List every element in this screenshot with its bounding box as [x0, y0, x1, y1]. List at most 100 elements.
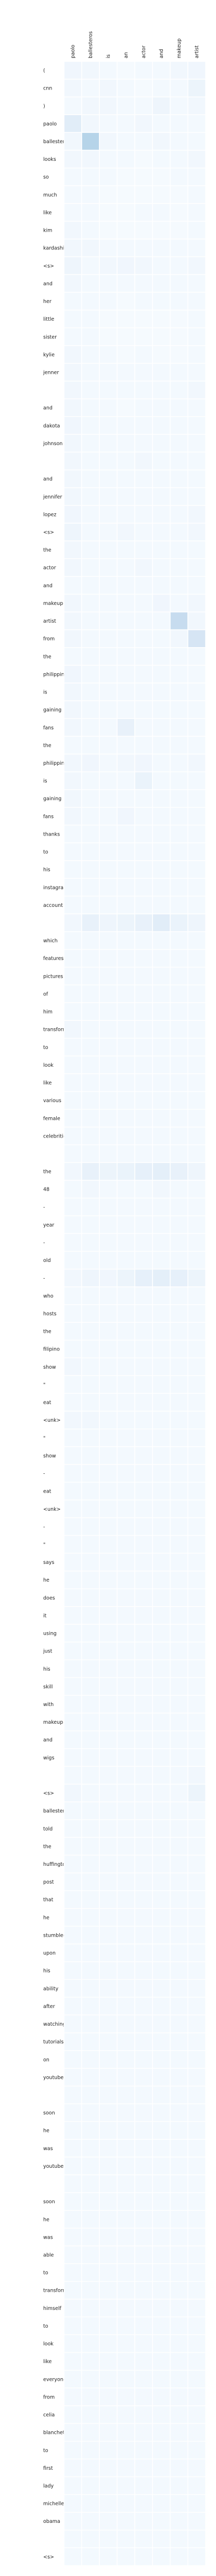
- heatmap-cell: [81, 1748, 100, 1767]
- heatmap-cell: [99, 327, 118, 346]
- heatmap-cell: [170, 1819, 188, 1838]
- y-tick-label: sister: [43, 334, 57, 340]
- y-tick-label: says: [43, 1560, 54, 1565]
- heatmap-cell: [152, 238, 171, 257]
- heatmap-cell: [117, 2316, 135, 2335]
- heatmap-cell: [63, 1233, 82, 1252]
- heatmap-cell: [170, 1127, 188, 1145]
- heatmap-cell: [187, 1943, 206, 1962]
- heatmap-cell: [99, 1552, 118, 1572]
- heatmap-cell: [63, 2511, 82, 2531]
- heatmap-cell: [152, 1162, 171, 1181]
- heatmap-cell: [63, 594, 82, 613]
- heatmap-cell: [81, 523, 100, 541]
- heatmap-cell: [81, 1606, 100, 1625]
- heatmap-cell: [117, 274, 135, 293]
- heatmap-cell: [170, 2121, 188, 2140]
- heatmap-cell: [63, 1766, 82, 1785]
- x-tick-label: actor: [141, 45, 147, 58]
- heatmap-cell: [170, 2263, 188, 2282]
- heatmap-cell: [170, 611, 188, 630]
- y-tick-label: jenner: [43, 370, 59, 375]
- heatmap-cell: [117, 149, 135, 169]
- heatmap-cell: [152, 1552, 171, 1572]
- heatmap-cell: [117, 807, 135, 826]
- heatmap-cell: [63, 665, 82, 684]
- heatmap-cell: [152, 789, 171, 808]
- heatmap-cell: [63, 2388, 82, 2406]
- heatmap-cell: [152, 1748, 171, 1767]
- heatmap-cell: [81, 2494, 100, 2513]
- heatmap-cell: [134, 2530, 153, 2548]
- heatmap-cell: [99, 2086, 118, 2104]
- heatmap-cell: [170, 2352, 188, 2371]
- heatmap-cell: [63, 1624, 82, 1643]
- heatmap-cell: [134, 2121, 153, 2140]
- heatmap-cell: [81, 1926, 100, 1944]
- heatmap-cell: [187, 1180, 206, 1199]
- y-tick-label: lady: [43, 2483, 54, 2489]
- y-tick-label: himself: [43, 2306, 61, 2312]
- heatmap-cell: [134, 167, 153, 186]
- heatmap-cell: [99, 2299, 118, 2318]
- heatmap-cell: [117, 2032, 135, 2051]
- heatmap-cell: [63, 1020, 82, 1039]
- heatmap-cell: [152, 1730, 171, 1749]
- heatmap-cell: [81, 2388, 100, 2406]
- heatmap-cell: [187, 2174, 206, 2193]
- y-tick-label: (: [43, 68, 45, 74]
- heatmap-cell: [99, 1215, 118, 1234]
- heatmap-cell: [152, 825, 171, 843]
- heatmap-cell: [170, 1588, 188, 1607]
- heatmap-cell: [152, 647, 171, 666]
- y-tick-label: <unk>: [43, 1507, 60, 1512]
- heatmap-cell: [81, 1624, 100, 1643]
- heatmap-cell: [117, 753, 135, 773]
- heatmap-cell: [81, 451, 100, 471]
- heatmap-cell: [63, 611, 82, 630]
- heatmap-cell: [117, 2103, 135, 2122]
- heatmap-cell: [152, 1837, 171, 1856]
- heatmap-cell: [170, 1233, 188, 1252]
- heatmap-cell: [117, 2192, 135, 2211]
- heatmap-cell: [63, 185, 82, 204]
- y-tick-label: him: [43, 1009, 53, 1015]
- heatmap-cell: [81, 1695, 100, 1714]
- heatmap-cell: [99, 345, 118, 364]
- heatmap-cell: [152, 576, 171, 595]
- y-tick-label: <unk>: [43, 1418, 60, 1423]
- heatmap-cell: [117, 1926, 135, 1944]
- heatmap-cell: [187, 1108, 206, 1128]
- heatmap-cell: [134, 1979, 153, 1998]
- heatmap-cell: [170, 967, 188, 986]
- heatmap-cell: [187, 398, 206, 418]
- heatmap-cell: [134, 1890, 153, 1909]
- heatmap-cell: [187, 1552, 206, 1572]
- heatmap-cell: [134, 523, 153, 541]
- heatmap-cell: [170, 1268, 188, 1287]
- heatmap-cell: [117, 2530, 135, 2548]
- y-tick-label: <s>: [43, 2554, 54, 2560]
- heatmap-cell: [99, 1730, 118, 1749]
- heatmap-cell: [170, 647, 188, 666]
- heatmap-cell: [134, 185, 153, 204]
- heatmap-cell: [152, 558, 171, 577]
- heatmap-cell: [81, 949, 100, 968]
- heatmap-cell: [187, 185, 206, 204]
- heatmap-cell: [170, 1446, 188, 1465]
- heatmap-cell: [81, 2139, 100, 2158]
- x-axis-tick-labels: paolo ballesteros is an actor and makeup artist: [70, 31, 200, 58]
- heatmap-cell: [134, 2014, 153, 2034]
- heatmap-cell: [152, 309, 171, 329]
- heatmap-cell: [170, 665, 188, 684]
- heatmap-cell: [81, 221, 100, 239]
- heatmap-cell: [170, 1162, 188, 1181]
- heatmap-cell: [152, 718, 171, 737]
- heatmap-cell: [63, 753, 82, 773]
- heatmap-cell: [152, 2423, 171, 2442]
- y-tick-label: her: [43, 299, 52, 305]
- heatmap-cell: [63, 1127, 82, 1145]
- y-tick-label: transformed: [43, 1027, 73, 1033]
- heatmap-cell: [81, 327, 100, 346]
- heatmap-cell: [81, 913, 100, 932]
